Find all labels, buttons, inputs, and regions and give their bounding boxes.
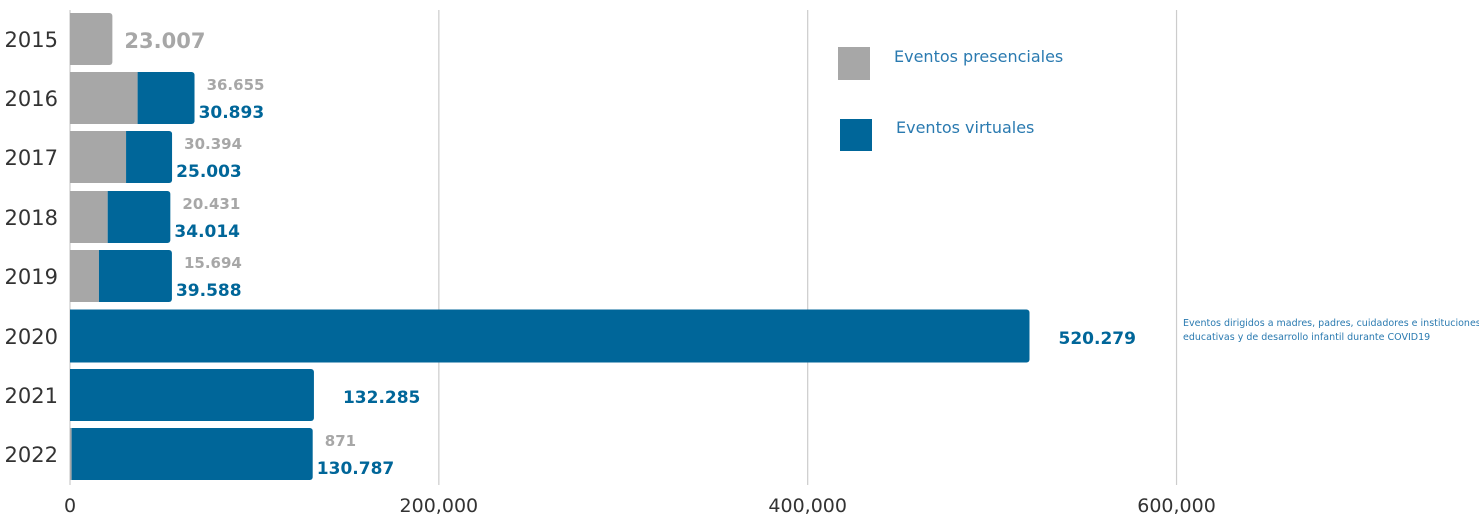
y-tick-label-2021: 2021 — [5, 384, 58, 408]
data-label-virtual-2018: 34.014 — [174, 222, 240, 242]
annotation-line-1: Eventos dirigidos a madres, padres, cuid… — [1183, 318, 1479, 329]
y-tick-label-2020: 2020 — [5, 325, 58, 349]
bar-presencial-2015 — [70, 13, 113, 65]
data-label-presencial-2016: 36.655 — [207, 76, 265, 94]
bars — [70, 13, 1030, 480]
bar-virtual-2017 — [126, 131, 173, 183]
y-tick-label-2017: 2017 — [5, 146, 58, 170]
category-axis: 2015 2016 2017 2018 2019 2020 2021 2022 — [5, 28, 58, 467]
data-label-virtual-2020: 520.279 — [1059, 329, 1136, 349]
bar-virtual-2019 — [98, 250, 172, 302]
bar-virtual-2021 — [70, 369, 314, 421]
bar-group-2019 — [70, 250, 172, 302]
legend: Eventos presenciales Eventos virtuales — [838, 47, 1063, 151]
bar-virtual-2018 — [107, 191, 171, 243]
data-label-presencial-2017: 30.394 — [184, 135, 242, 153]
legend-swatch-virtuales — [840, 119, 872, 151]
annotation-2020: Eventos dirigidos a madres, padres, cuid… — [1183, 318, 1479, 343]
data-label-virtual-2016: 30.893 — [199, 103, 265, 123]
bar-group-2015 — [70, 13, 113, 65]
bar-group-2016 — [70, 72, 195, 124]
bar-virtual-2022 — [71, 428, 313, 480]
y-tick-label-2022: 2022 — [5, 443, 58, 467]
y-tick-label-2015: 2015 — [5, 28, 58, 52]
legend-swatch-presenciales — [838, 47, 870, 80]
y-tick-label-2018: 2018 — [5, 206, 58, 230]
annotation-line-2: educativas y de desarrollo infantil dura… — [1183, 332, 1430, 343]
bar-virtual-2016 — [137, 72, 195, 124]
bar-presencial-2016 — [70, 72, 138, 124]
bar-group-2018 — [70, 191, 171, 243]
data-label-virtual-2022: 130.787 — [317, 459, 394, 479]
bar-presencial-2018 — [70, 191, 108, 243]
x-tick-label-2: 400,000 — [768, 495, 847, 517]
value-labels: 23.007 36.655 30.893 30.394 25.003 20.431 34.0… — [124, 29, 1136, 479]
x-tick-label-3: 600,000 — [1137, 495, 1216, 517]
x-tick-label-1: 200,000 — [400, 495, 479, 517]
bar-group-2022 — [70, 428, 313, 480]
bar-group-2020 — [70, 309, 1030, 363]
x-tick-label-0: 0 — [64, 495, 76, 517]
legend-label-virtuales: Eventos virtuales — [896, 118, 1034, 137]
data-label-virtual-2017: 25.003 — [176, 162, 242, 182]
value-axis: 0 200,000 400,000 600,000 — [64, 495, 1216, 517]
bar-presencial-2022 — [70, 428, 72, 480]
data-label-virtual-2021: 132.285 — [343, 388, 420, 408]
bar-group-2021 — [70, 369, 314, 421]
data-label-presencial-2019: 15.694 — [184, 254, 242, 272]
legend-label-presenciales: Eventos presenciales — [894, 47, 1063, 66]
data-label-presencial-2022: 871 — [325, 432, 356, 450]
bar-virtual-2020 — [70, 309, 1030, 363]
y-tick-label-2019: 2019 — [5, 265, 58, 289]
data-label-virtual-2019: 39.588 — [176, 281, 242, 301]
data-label-presencial-2018: 20.431 — [182, 195, 240, 213]
data-label-presencial-2015: 23.007 — [124, 29, 205, 53]
bar-group-2017 — [70, 131, 173, 183]
y-tick-label-2016: 2016 — [5, 87, 58, 111]
bar-presencial-2017 — [70, 131, 127, 183]
bar-presencial-2019 — [70, 250, 99, 302]
